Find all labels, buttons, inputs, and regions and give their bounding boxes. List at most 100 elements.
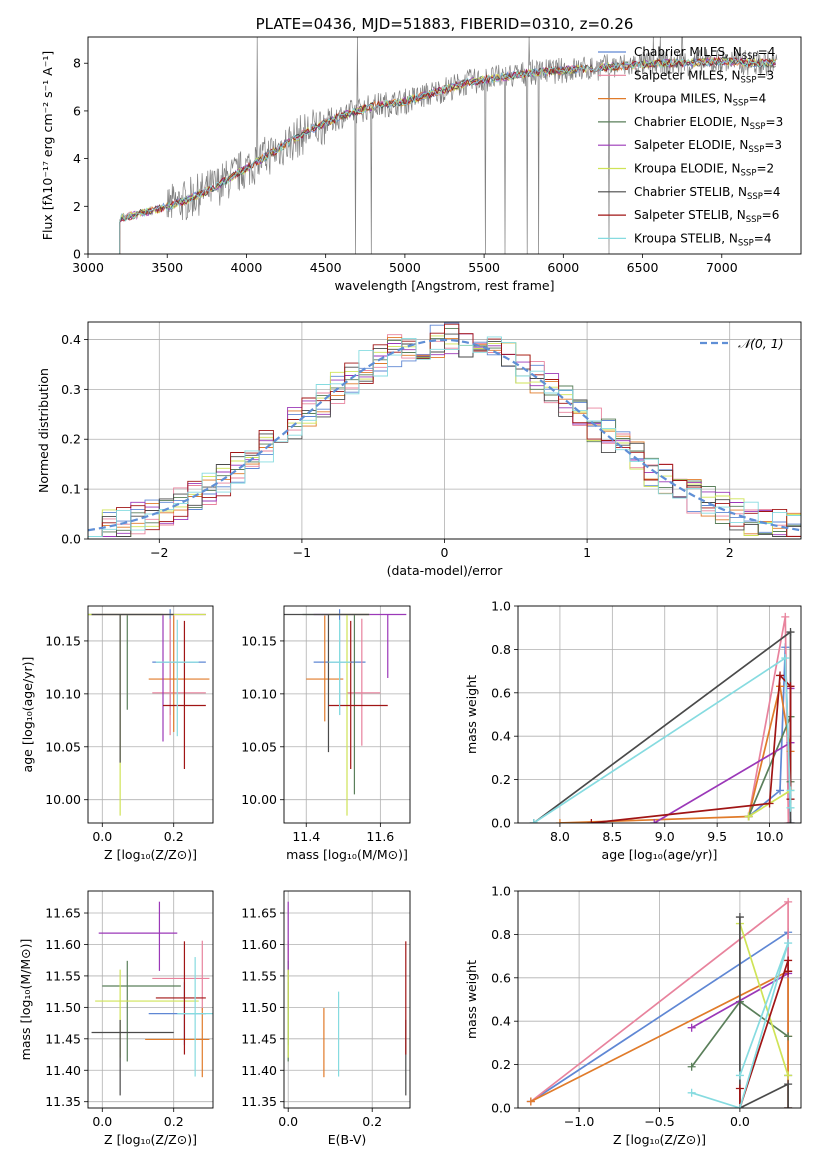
legend-label: Kroupa ELODIE, NSSP=2 [634, 162, 774, 179]
y-tick-label: 11.55 [45, 968, 81, 983]
x-tick-label: 8.0 [550, 829, 570, 844]
x-tick-label: 9.5 [707, 829, 727, 844]
weight-marker [786, 786, 795, 795]
y-tick-label: 11.45 [45, 1031, 81, 1046]
x-tick-label: −2 [150, 545, 168, 560]
error-bar-point [284, 613, 370, 753]
x-tick-label: 8.5 [602, 829, 622, 844]
x-axis-label: mass [log₁₀(M/M⊙)] [286, 847, 408, 862]
y-tick-label: 11.60 [241, 937, 277, 952]
x-tick-label: 4000 [231, 260, 263, 275]
legend-label: Chabrier STELIB, NSSP=4 [634, 185, 781, 202]
weight-marker [765, 799, 774, 808]
y-axis-label: mass weight [464, 675, 479, 754]
error-bar-point [328, 613, 370, 816]
y-tick-label: 8 [73, 56, 81, 71]
x-tick-label: −1 [293, 545, 311, 560]
x-axis-label: Z [log₁₀(Z/Z⊙)] [613, 1132, 706, 1147]
y-tick-label: 11.60 [45, 937, 81, 952]
legend-label: Salpeter ELODIE, NSSP=3 [634, 138, 782, 155]
legend-label: 𝒩(0, 1) [738, 336, 784, 351]
error-bar-point [328, 620, 388, 770]
legend-label: Kroupa STELIB, NSSP=4 [634, 231, 772, 248]
weight-marker [735, 913, 744, 922]
weight-marker [784, 897, 793, 906]
error-bar-point [148, 615, 210, 732]
weight-marker [784, 1071, 793, 1080]
error-bar-point [91, 613, 174, 763]
weight-marker [735, 1104, 744, 1108]
y-tick-label: 11.65 [241, 906, 277, 921]
x-tick-label: 3500 [151, 260, 183, 275]
x-tick-label: 6500 [627, 260, 659, 275]
weight-marker [784, 967, 793, 976]
weight-marker [781, 654, 790, 663]
panel-spectrum: 3000 3500 4000 4500 5000 5500 6000 6500 7000 0 2 4 6… [40, 15, 802, 293]
y-tick-label: 6 [73, 103, 81, 118]
y-tick-label: 11.65 [45, 906, 81, 921]
y-axis-label: Normed distribution [36, 368, 51, 493]
x-tick-label: 0.2 [362, 1114, 382, 1129]
error-bar-point [91, 1019, 174, 1096]
y-tick-label: 0.4 [61, 332, 81, 347]
legend-label: Chabrier ELODIE, NSSP=3 [634, 115, 783, 132]
y-axis-label: mass weight [464, 960, 479, 1039]
y-tick-label: 0.4 [491, 1014, 511, 1029]
error-bar-point [102, 960, 181, 1062]
plot-area [88, 322, 801, 537]
y-tick-label: 0.2 [491, 772, 511, 787]
plot-area [529, 612, 795, 823]
weight-marker [776, 671, 785, 680]
axes-frame [87, 36, 802, 255]
weight-marker [786, 682, 795, 691]
x-tick-label: 5500 [468, 260, 500, 275]
plot-area [91, 901, 213, 1096]
x-tick-label: 3000 [72, 260, 104, 275]
x-tick-label: 2 [726, 545, 734, 560]
weight-marker [784, 819, 793, 823]
weight-marker [776, 786, 785, 795]
y-axis-label: mass [log₁₀(M/M⊙)] [18, 939, 33, 1061]
weight-marker [784, 1032, 793, 1041]
x-tick-label: 9.0 [655, 829, 675, 844]
error-bar-point [155, 619, 199, 737]
weight-line [739, 960, 789, 1108]
x-tick-label: 7000 [706, 260, 738, 275]
weight-line [691, 942, 789, 1108]
plot-area [88, 609, 210, 816]
error-bar-point [328, 619, 351, 716]
spectrum-legend: Chabrier MILES, NSSP=4 Salpeter MILES, NS… [598, 45, 783, 248]
y-tick-label: 2 [73, 199, 81, 214]
weight-marker [744, 812, 753, 821]
weight-marker [526, 1097, 535, 1106]
grid-lines [518, 890, 801, 1109]
error-bar-point [177, 957, 213, 1077]
y-tick-label: 0.0 [491, 1101, 511, 1116]
x-tick-label: 0.0 [92, 1114, 112, 1129]
weight-marker [529, 819, 538, 823]
axes-frame [87, 321, 802, 540]
x-tick-label: 0.0 [278, 1114, 298, 1129]
error-bar-point [152, 940, 210, 1010]
weight-marker [786, 628, 795, 637]
x-tick-label: 4500 [310, 260, 342, 275]
y-tick-label: 11.45 [241, 1031, 277, 1046]
panel-mass-weight-vs-age: 8.0 8.5 9.0 9.5 10.0 0.0 0.2 0.4 0.6 0.8 1.0 age [l… [464, 599, 802, 862]
y-tick-label: 0.2 [491, 1057, 511, 1072]
y-tick-label: 10.05 [45, 739, 81, 754]
x-tick-label: 5000 [389, 260, 421, 275]
legend-label: Salpeter STELIB, NSSP=6 [634, 208, 779, 225]
weight-marker [555, 819, 564, 823]
y-tick-label: 10.15 [45, 633, 81, 648]
x-axis-label: Z [log₁₀(Z/Z⊙)] [104, 847, 197, 862]
x-axis-label: E(B-V) [328, 1132, 367, 1147]
weight-marker [587, 819, 596, 823]
y-tick-label: 0.1 [61, 482, 81, 497]
y-tick-label: 10.10 [45, 686, 81, 701]
legend-label: Kroupa MILES, NSSP=4 [634, 92, 766, 109]
y-tick-label: 11.40 [45, 1063, 81, 1078]
plot-area [284, 609, 407, 816]
x-tick-label: 11.4 [292, 829, 320, 844]
axes-frame [283, 605, 411, 824]
